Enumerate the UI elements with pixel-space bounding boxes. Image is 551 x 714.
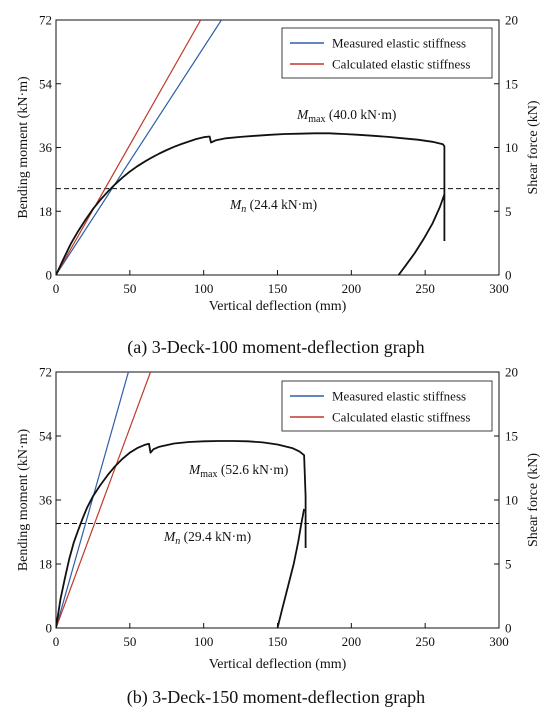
chart-b-caption: (b) 3-Deck-150 moment-deflection graph — [127, 687, 425, 708]
chart-b-y2-tick-label: 5 — [505, 557, 512, 572]
chart-b-x-tick-label: 300 — [489, 634, 509, 649]
chart-b-x-tick-label: 250 — [415, 634, 435, 649]
chart-a-y2-tick-label: 20 — [505, 13, 518, 28]
chart-a-y-tick-label: 54 — [39, 76, 53, 91]
chart-a-y2-tick-label: 0 — [505, 268, 512, 283]
chart-a-mmax-annotation: Mmax (40.0 kN·m) — [296, 107, 396, 125]
chart-b-x-tick-label: 0 — [53, 634, 60, 649]
chart-a-legend-box — [281, 27, 493, 79]
chart-b-plot-area — [56, 372, 499, 628]
chart-a-y-tick-label: 0 — [46, 268, 53, 283]
chart-a-mn-symbol: M — [229, 197, 242, 212]
chart-a-series-measured — [56, 20, 222, 275]
chart-b-mmax-annotation: Mmax (52.6 kN·m) — [188, 462, 288, 480]
chart-a-series-curve-2 — [56, 132, 446, 275]
chart-b-mn-annotation: Mn (29.4 kN·m) — [163, 529, 251, 547]
chart-b-x-tick-label: 100 — [194, 634, 214, 649]
chart-a-y-axis-label: Bending moment (kN·m) — [16, 76, 31, 219]
chart-a-y-tick-label: 36 — [39, 140, 53, 155]
chart-b-x-tick-label: 50 — [123, 634, 136, 649]
chart-a-mn-value: (24.4 kN·m) — [246, 197, 317, 212]
chart-a-y2-tick-label: 15 — [505, 76, 518, 91]
chart-b-series-calculated — [56, 372, 152, 628]
chart-b-mmax-value: (52.6 kN·m) — [217, 462, 288, 477]
chart-b-series-curve-3 — [276, 508, 305, 628]
chart-b-mmax-symbol: M — [188, 462, 201, 477]
chart-a-x-tick-label: 150 — [268, 281, 288, 296]
chart-b-mn-value: (29.4 kN·m) — [180, 529, 251, 544]
chart-b-y2-tick-label: 15 — [505, 429, 518, 444]
chart-a-legend-label-calculated: Calculated elastic stiffness — [332, 57, 470, 72]
chart-a-x-tick-label: 250 — [415, 281, 435, 296]
chart-b-y-tick-label: 36 — [39, 493, 53, 508]
chart-b-y-axis-label: Bending moment (kN·m) — [16, 429, 31, 572]
chart-a-x-axis-label: Vertical deflection (mm) — [209, 299, 347, 314]
chart-a-mmax-subscript: max — [308, 114, 325, 125]
chart-a-mn-annotation: Mn (24.4 kN·m) — [229, 197, 317, 215]
chart-b-y-tick-label: 72 — [39, 365, 52, 380]
chart-b: 0 50 100 150 200 250 30001836547205101520Verti… — [16, 365, 541, 709]
chart-b-y-tick-label: 54 — [39, 429, 53, 444]
chart-b-y2-tick-label: 10 — [505, 493, 518, 508]
chart-a-x-tick-label: 100 — [194, 281, 214, 296]
chart-a-series-calculated — [56, 20, 202, 275]
chart-b-x-axis-label: Vertical deflection (mm) — [209, 657, 347, 672]
chart-a-x-tick-label: 50 — [123, 281, 136, 296]
chart-a-x-tick-label: 300 — [489, 281, 509, 296]
chart-a-y2-tick-label: 10 — [505, 140, 518, 155]
chart-a-y2-axis-label: Shear force (kN) — [526, 100, 541, 194]
chart-b-x-tick-label: 150 — [268, 634, 288, 649]
chart-b-y-tick-label: 0 — [46, 621, 53, 636]
chart-b-mmax-subscript: max — [200, 469, 217, 480]
chart-b-series-measured — [56, 372, 129, 628]
chart-b-x-tick-label: 200 — [342, 634, 362, 649]
chart-a-mmax-symbol: M — [296, 107, 309, 122]
chart-a-y-tick-label: 72 — [39, 13, 52, 28]
chart-a-y-tick-label: 18 — [39, 204, 52, 219]
chart-b-legend-box — [281, 380, 493, 432]
chart-b-mn-subscript: n — [175, 536, 180, 547]
chart-b-y2-tick-label: 20 — [505, 365, 518, 380]
chart-a-x-tick-label: 0 — [53, 281, 60, 296]
chart-a-y2-tick-label: 5 — [505, 204, 512, 219]
chart-b-legend-label-measured: Measured elastic stiffness — [332, 389, 466, 404]
chart-b-legend-label-calculated: Calculated elastic stiffness — [332, 410, 470, 425]
chart-a-caption: (a) 3-Deck-100 moment-deflection graph — [127, 337, 424, 358]
chart-b-series-curve-2 — [56, 440, 307, 628]
chart-b-mn-symbol: M — [163, 529, 176, 544]
chart-b-y2-tick-label: 0 — [505, 621, 512, 636]
chart-a-series-curve-3 — [397, 193, 446, 275]
chart-a-mn-subscript: n — [241, 204, 246, 215]
chart-a-x-tick-label: 200 — [342, 281, 362, 296]
chart-a: 0 50 100 150 200 250 30001836547205101520Verti… — [16, 13, 541, 359]
chart-b-y-tick-label: 18 — [39, 557, 52, 572]
chart-a-mmax-value: (40.0 kN·m) — [325, 107, 396, 122]
chart-a-plot-area — [56, 20, 499, 275]
chart-a-legend-label-measured: Measured elastic stiffness — [332, 36, 466, 51]
chart-b-y2-axis-label: Shear force (kN) — [526, 453, 541, 547]
